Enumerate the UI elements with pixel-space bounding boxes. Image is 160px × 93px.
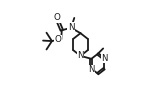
Text: N: N [101, 54, 108, 63]
Text: N: N [68, 23, 74, 32]
Text: O: O [55, 35, 62, 44]
Text: N: N [77, 51, 84, 60]
Text: N: N [88, 65, 94, 74]
Text: O: O [54, 13, 61, 22]
